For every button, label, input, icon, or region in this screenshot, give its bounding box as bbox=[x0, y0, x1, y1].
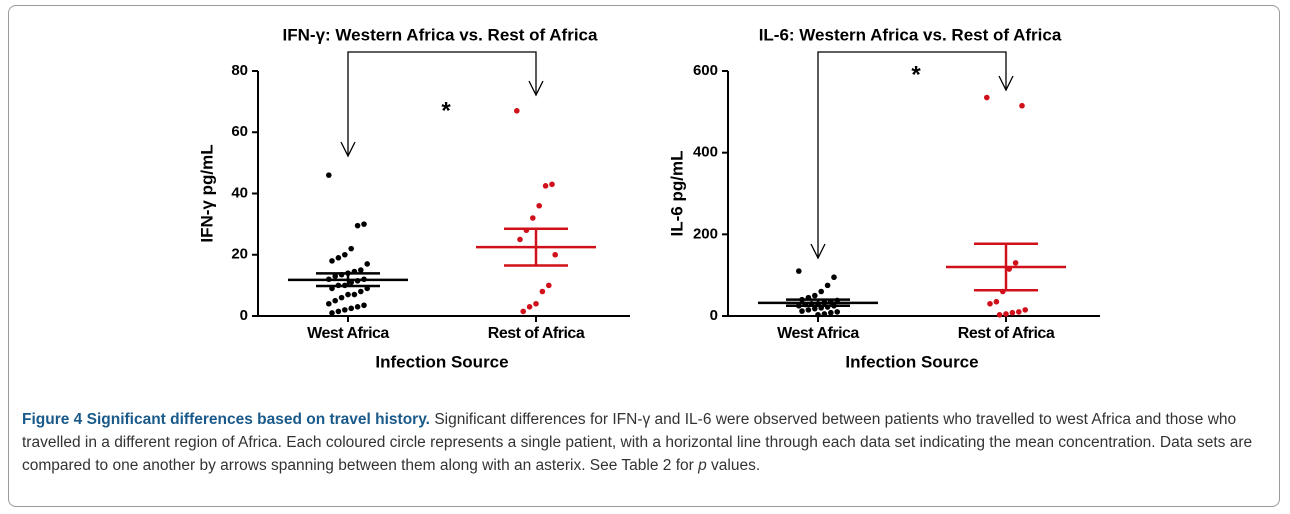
data-point bbox=[326, 300, 332, 307]
caption-text-end: values. bbox=[711, 457, 761, 474]
data-point bbox=[542, 183, 549, 189]
data-point bbox=[326, 172, 332, 178]
caption: Figure 4 Significant differences based o… bbox=[22, 408, 1267, 477]
data-point bbox=[332, 273, 339, 279]
data-point bbox=[348, 245, 355, 252]
data-point bbox=[517, 236, 523, 243]
data-point bbox=[828, 309, 834, 316]
y-axis-label: IFN-γ pg/mL bbox=[197, 144, 216, 242]
data-point bbox=[342, 251, 348, 258]
y-tick-label: 80 bbox=[231, 62, 248, 79]
data-point bbox=[335, 308, 342, 315]
x-tick-label: Rest of Africa bbox=[488, 325, 585, 342]
data-point bbox=[329, 258, 335, 264]
arrow-head bbox=[998, 75, 1014, 92]
caption-text: Significant differences for IFN-γ and IL… bbox=[22, 411, 1253, 474]
arrow-head bbox=[810, 243, 826, 260]
data-point bbox=[348, 305, 355, 312]
data-point bbox=[1012, 260, 1019, 266]
data-point bbox=[993, 298, 1000, 305]
x-axis-label: Infection Source bbox=[845, 352, 978, 371]
data-point bbox=[996, 311, 1003, 318]
data-point bbox=[533, 300, 539, 307]
data-point bbox=[812, 292, 818, 299]
y-tick-label: 40 bbox=[231, 184, 248, 201]
data-point bbox=[526, 304, 533, 310]
data-point bbox=[796, 268, 802, 274]
x-tick-label: Rest of Africa bbox=[958, 325, 1055, 342]
y-tick-label: 0 bbox=[710, 307, 718, 324]
data-point bbox=[1022, 307, 1028, 313]
data-point bbox=[818, 288, 824, 295]
data-point bbox=[799, 308, 805, 314]
data-point bbox=[335, 255, 342, 261]
data-point bbox=[354, 222, 361, 229]
y-tick-label: 600 bbox=[693, 62, 718, 79]
y-axis-label: IL-6 pg/mL bbox=[667, 151, 686, 237]
y-tick-label: 60 bbox=[231, 123, 248, 140]
data-point bbox=[831, 274, 837, 281]
data-point bbox=[338, 294, 345, 301]
data-point bbox=[358, 267, 364, 273]
caption-label: Figure 4 bbox=[22, 411, 83, 428]
data-point bbox=[345, 291, 351, 298]
chart-title: IL-6: Western Africa vs. Rest of Africa bbox=[759, 25, 1062, 44]
data-point bbox=[530, 215, 536, 221]
y-tick-label: 0 bbox=[240, 307, 248, 324]
data-point bbox=[821, 311, 828, 317]
data-point bbox=[1019, 102, 1025, 109]
data-point bbox=[812, 305, 818, 312]
figure: IFN-γ: Western Africa vs. Rest of Africa… bbox=[197, 25, 1100, 371]
data-point bbox=[329, 310, 335, 316]
data-point bbox=[358, 288, 364, 295]
caption-italic: p bbox=[698, 457, 707, 474]
data-point bbox=[824, 282, 831, 289]
figure-frame bbox=[8, 5, 1280, 507]
data-point bbox=[1003, 311, 1009, 317]
caption-title: Significant differences based on travel … bbox=[86, 411, 430, 428]
x-tick-label: West Africa bbox=[777, 325, 859, 342]
data-point bbox=[546, 282, 552, 289]
data-point bbox=[549, 181, 555, 188]
data-point bbox=[1016, 309, 1022, 315]
data-point bbox=[351, 291, 358, 298]
chart-title: IFN-γ: Western Africa vs. Rest of Africa bbox=[283, 25, 598, 44]
x-axis-label: Infection Source bbox=[375, 352, 508, 371]
data-point bbox=[987, 300, 993, 307]
significance-mark: * bbox=[441, 97, 451, 124]
comparison-bracket bbox=[347, 51, 537, 156]
y-tick-label: 20 bbox=[231, 246, 248, 263]
data-point bbox=[552, 251, 558, 258]
comparison-bracket bbox=[817, 51, 1007, 258]
data-point bbox=[539, 288, 546, 295]
data-point bbox=[520, 308, 526, 315]
y-tick-label: 200 bbox=[693, 225, 718, 242]
data-point bbox=[815, 311, 821, 318]
data-point bbox=[514, 108, 520, 114]
data-point bbox=[361, 221, 367, 227]
data-point bbox=[984, 94, 990, 101]
data-point bbox=[834, 309, 840, 315]
arrow-head bbox=[528, 80, 544, 97]
data-point bbox=[354, 304, 361, 310]
data-point bbox=[805, 307, 812, 313]
y-tick-label: 400 bbox=[693, 144, 718, 161]
data-point bbox=[332, 297, 339, 304]
data-point bbox=[361, 302, 367, 309]
data-point bbox=[536, 202, 542, 209]
significance-mark: * bbox=[911, 61, 921, 88]
data-point bbox=[1009, 309, 1016, 316]
x-tick-label: West Africa bbox=[307, 325, 389, 342]
arrow-head bbox=[340, 141, 356, 158]
data-point bbox=[342, 307, 348, 313]
data-point bbox=[364, 261, 371, 267]
